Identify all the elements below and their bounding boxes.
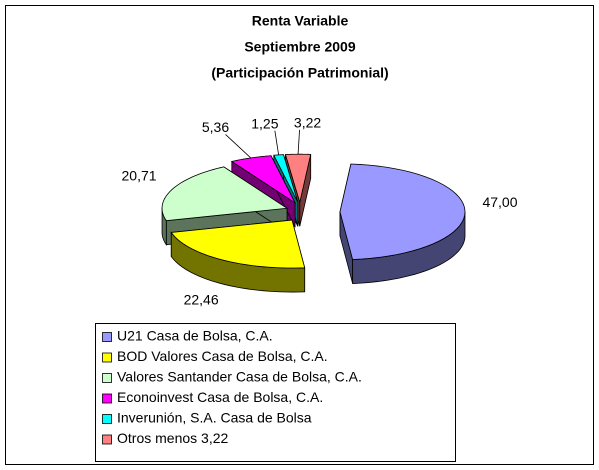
chart-title: (Participación Patrimonial) xyxy=(211,65,388,81)
data-label: 22,46 xyxy=(184,291,219,307)
slice xyxy=(339,163,466,260)
data-label: 3,22 xyxy=(294,115,321,131)
legend-swatch xyxy=(102,332,112,342)
leader-line xyxy=(225,134,252,159)
legend-label: BOD Valores Casa de Bolsa, C.A. xyxy=(117,348,328,364)
slice xyxy=(230,155,297,204)
legend-swatch xyxy=(102,414,112,424)
slice xyxy=(273,154,299,203)
legend-swatch xyxy=(102,434,112,445)
data-label: 1,25 xyxy=(251,115,278,131)
legend-label: U21 Casa de Bolsa, C.A. xyxy=(117,328,273,344)
leader-line xyxy=(297,129,300,155)
chart-title: Renta Variable xyxy=(252,13,349,29)
leader-line xyxy=(274,130,280,155)
data-label: 20,71 xyxy=(122,168,157,184)
legend-box xyxy=(95,323,456,462)
data-label: 47,00 xyxy=(482,194,517,210)
data-label: 5,36 xyxy=(202,119,229,135)
pie: 47,00 22,46 20,71 5,36 1,25 3,22 xyxy=(122,115,518,308)
slice xyxy=(170,219,306,269)
legend-swatch xyxy=(102,393,112,404)
legend-swatch xyxy=(102,373,112,383)
slice xyxy=(284,153,312,204)
legend-label: Econoinvest Casa de Bolsa, C.A. xyxy=(117,389,323,405)
legend: U21 Casa de Bolsa, C.A. BOD Valores Casa … xyxy=(102,328,362,446)
slice xyxy=(161,166,289,222)
legend-label: Inverunión, S.A. Casa de Bolsa xyxy=(117,410,312,426)
chart-title: Septiembre 2009 xyxy=(244,39,355,55)
legend-label: Otros menos 3,22 xyxy=(117,430,228,446)
legend-label: Valores Santander Casa de Bolsa, C.A. xyxy=(117,369,362,385)
legend-swatch xyxy=(102,352,112,363)
